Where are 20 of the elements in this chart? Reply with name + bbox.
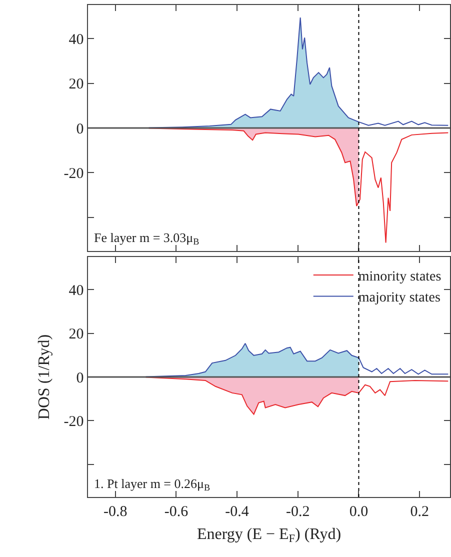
y-tick-label: -20 xyxy=(64,414,84,430)
y-tick-label: 20 xyxy=(68,326,84,343)
y-tick-label: -20 xyxy=(64,166,84,182)
y-tick-label: 0 xyxy=(76,370,84,386)
legend-label: majority states xyxy=(358,290,440,306)
x-axis-title: Energy (E − E$_{F}$) (Ryd) xyxy=(196,526,342,546)
x-tick-label: -0.8 xyxy=(104,504,128,520)
y-tick-label: 20 xyxy=(68,76,84,93)
x-tick-label: -0.2 xyxy=(286,504,310,520)
y-tick-label: 40 xyxy=(68,282,84,299)
annotation: 1. Pt layer m = 0.26μ$_{B}$ xyxy=(94,476,210,493)
y-axis-title: DOS (1/Ryd) xyxy=(36,334,53,420)
legend-label: minority states xyxy=(358,269,442,284)
y-tick-label: 0 xyxy=(76,121,84,138)
annotation: Fe layer m = 3.03μ$_{B}$ xyxy=(94,230,200,247)
x-tick-label: -0.6 xyxy=(164,504,189,520)
y-tick-label: 40 xyxy=(68,32,84,48)
x-tick-label: 0.0 xyxy=(349,504,368,520)
x-tick-label: 0.2 xyxy=(410,504,429,520)
x-tick-label: -0.4 xyxy=(225,504,250,520)
